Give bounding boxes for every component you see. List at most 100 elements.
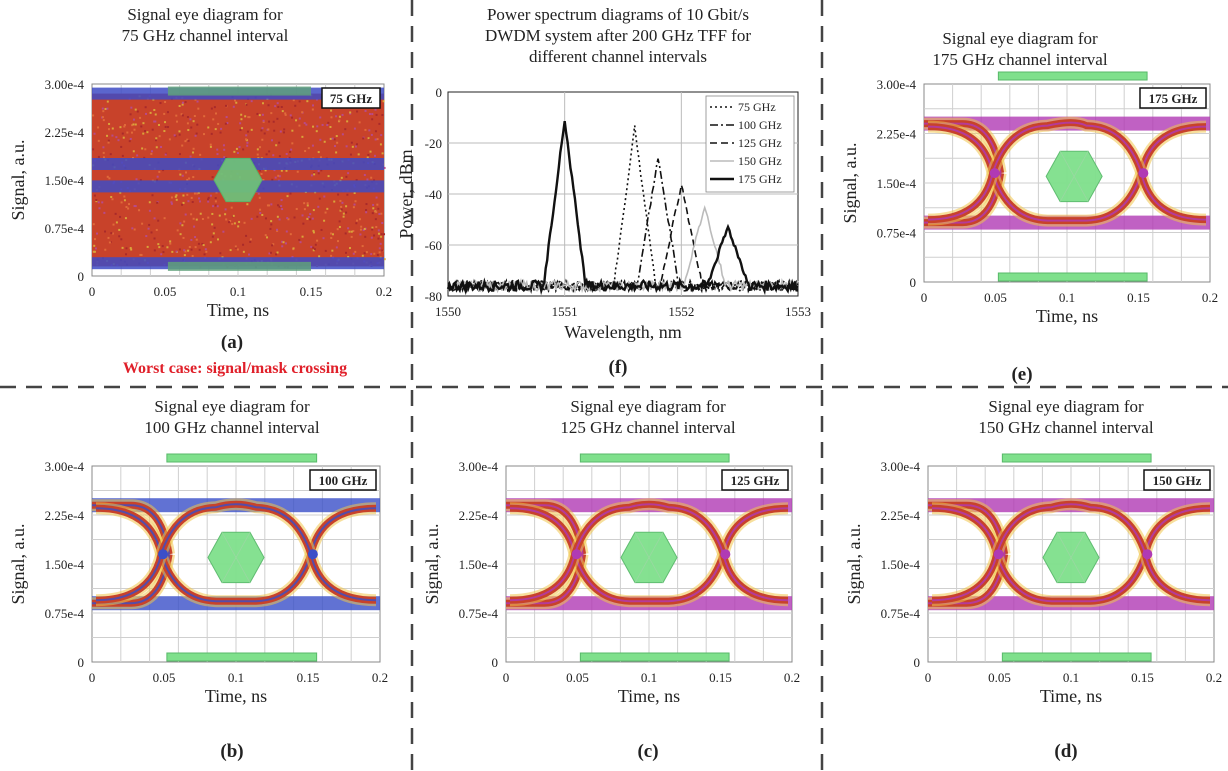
noise-dot xyxy=(114,212,117,215)
noise-dot xyxy=(319,138,322,141)
panel-label: (d) xyxy=(1054,741,1077,762)
noise-dot xyxy=(338,225,341,228)
noise-dot xyxy=(336,228,339,231)
x-axis-label: Time, ns xyxy=(205,686,267,706)
y-tick-label: 1.50e-4 xyxy=(45,557,85,572)
noise-dot xyxy=(364,235,367,238)
noise-dot xyxy=(281,245,284,248)
noise-dot xyxy=(151,128,154,131)
noise-dot xyxy=(163,217,166,220)
noise-dot xyxy=(162,169,165,172)
channel-badge: 150 GHz xyxy=(1153,473,1202,488)
chart-title-line: Signal eye diagram for xyxy=(127,5,283,24)
noise-dot xyxy=(377,237,380,240)
spectrum-panel: Power spectrum diagrams of 10 Gbit/s DWDM… xyxy=(396,5,811,378)
noise-dot xyxy=(353,192,356,195)
noise-dot xyxy=(181,114,184,117)
noise-dot xyxy=(352,206,355,209)
noise-dot xyxy=(350,235,353,238)
noise-dot xyxy=(103,211,106,214)
eye-diagram-panel-a: Signal eye diagram for 75 GHz channel int… xyxy=(8,5,392,353)
noise-dot xyxy=(207,200,210,203)
noise-dot xyxy=(190,196,193,199)
noise-dot xyxy=(314,243,317,246)
noise-dot xyxy=(338,119,341,122)
chart-title-line: 75 GHz channel interval xyxy=(122,26,289,45)
noise-dot xyxy=(344,128,347,131)
noise-dot xyxy=(312,209,315,212)
noise-dot xyxy=(380,212,383,215)
noise-dot xyxy=(240,118,243,121)
noise-dot xyxy=(216,153,219,156)
x-axis-label: Time, ns xyxy=(618,686,680,706)
noise-dot xyxy=(199,212,202,215)
x-tick-label: 0.1 xyxy=(1059,290,1075,305)
noise-dot xyxy=(179,173,182,176)
noise-dot xyxy=(192,147,195,150)
noise-dot xyxy=(349,111,352,114)
noise-dot xyxy=(366,178,369,181)
noise-dot xyxy=(164,153,167,156)
noise-dot xyxy=(160,253,163,256)
noise-dot xyxy=(146,131,149,134)
noise-dot xyxy=(247,116,250,119)
noise-dot xyxy=(359,233,362,236)
noise-dot xyxy=(355,219,358,222)
noise-dot xyxy=(214,112,217,115)
x-tick-label: 0.2 xyxy=(1206,670,1222,685)
noise-dot xyxy=(288,156,291,159)
noise-dot xyxy=(361,245,364,248)
noise-dot xyxy=(312,246,315,249)
noise-dot xyxy=(134,205,137,208)
noise-dot xyxy=(268,252,271,255)
x-axis-label: Wavelength, nm xyxy=(564,322,682,342)
y-tick-label: 0 xyxy=(78,655,85,670)
noise-dot xyxy=(291,142,294,145)
noise-dot xyxy=(365,251,368,254)
noise-dot xyxy=(235,101,238,104)
noise-dot xyxy=(258,196,261,199)
noise-dot xyxy=(148,209,151,212)
noise-dot xyxy=(347,255,350,258)
noise-dot xyxy=(239,128,242,131)
y-tick-label: 0.75e-4 xyxy=(45,606,85,621)
noise-dot xyxy=(101,116,104,119)
noise-dot xyxy=(302,222,305,225)
noise-dot xyxy=(210,107,213,110)
noise-dot xyxy=(374,138,377,141)
eye-crossing xyxy=(993,549,1004,560)
noise-dot xyxy=(238,220,241,223)
noise-dot xyxy=(230,206,233,209)
noise-dot xyxy=(207,216,210,219)
noise-dot xyxy=(180,113,183,116)
x-tick-label: 0.05 xyxy=(984,290,1007,305)
noise-dot xyxy=(377,229,380,232)
noise-dot xyxy=(375,113,378,116)
noise-dot xyxy=(188,177,191,180)
eye-diagram-panel-b: Signal eye diagram for 100 GHz channel in… xyxy=(8,397,388,762)
noise-dot xyxy=(285,230,288,233)
noise-dot xyxy=(309,213,312,216)
noise-dot xyxy=(209,143,212,146)
noise-dot xyxy=(339,209,342,212)
noise-dot xyxy=(93,194,96,197)
x-axis-label: Time, ns xyxy=(1040,686,1102,706)
chart-title-line: different channel intervals xyxy=(529,47,707,66)
noise-dot xyxy=(323,219,326,222)
eye-crossing xyxy=(158,549,169,560)
noise-dot xyxy=(329,125,332,128)
spectrum-series-line xyxy=(447,184,799,294)
noise-dot xyxy=(211,176,214,179)
noise-dot xyxy=(232,105,235,108)
noise-dot xyxy=(231,223,234,226)
x-tick-label: 0.15 xyxy=(1131,670,1154,685)
noise-dot xyxy=(346,120,349,123)
noise-dot xyxy=(378,247,381,250)
noise-dot xyxy=(108,122,111,125)
noise-dot xyxy=(335,135,338,138)
noise-dot xyxy=(362,229,365,232)
noise-dot xyxy=(142,122,145,125)
noise-dot xyxy=(383,166,386,169)
noise-dot xyxy=(312,229,315,232)
noise-dot xyxy=(187,129,190,132)
